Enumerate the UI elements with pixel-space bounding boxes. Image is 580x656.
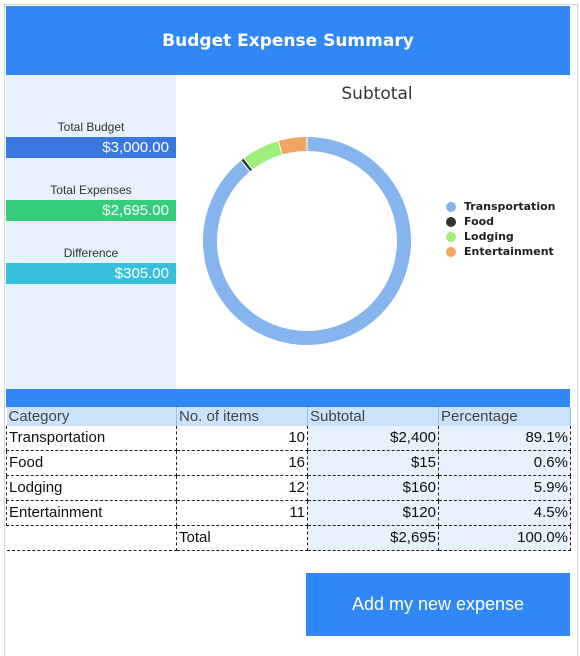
category-cell: Food — [6, 450, 177, 476]
category-cell: Entertainment — [6, 500, 177, 526]
table-row: Entertainment 11 $120 4.5% — [6, 500, 571, 526]
items-cell: 11 — [176, 500, 308, 526]
expense-table: Category No. of items Subtotal Percentag… — [6, 407, 571, 551]
items-cell: 10 — [176, 426, 308, 451]
category-cell: Lodging — [6, 475, 177, 501]
chart-title: Subtotal — [341, 84, 413, 104]
total-subtotal-cell: $2,695 — [307, 525, 439, 551]
difference-value: $305.00 — [6, 263, 176, 284]
total-expenses-label: Total Expenses — [50, 183, 132, 197]
donut-slice-transportation — [203, 137, 411, 345]
total-label-cell: Total — [176, 525, 308, 551]
legend-swatch — [446, 201, 456, 212]
legend-item-food: Food — [446, 214, 555, 229]
column-header-category: Category — [6, 407, 177, 426]
percentage-cell: 89.1% — [438, 426, 571, 451]
slice-separator — [243, 158, 253, 170]
slice-separator — [277, 140, 283, 155]
subtotal-cell: $120 — [307, 500, 439, 526]
legend-swatch — [446, 246, 456, 257]
total-budget-value: $3,000.00 — [6, 137, 176, 158]
items-cell: 16 — [176, 450, 308, 476]
total-expenses-value: $2,695.00 — [6, 200, 176, 221]
app-frame — [4, 4, 578, 656]
legend-item-lodging: Lodging — [446, 229, 555, 244]
slice-separator — [240, 160, 251, 172]
metrics-panel: Total Budget $3,000.00 Total Expenses $2… — [6, 75, 176, 389]
donut-slice-food — [240, 158, 253, 172]
total-budget-label: Total Budget — [57, 120, 125, 134]
percentage-cell: 0.6% — [438, 450, 571, 476]
subtotal-cell: $15 — [307, 450, 439, 476]
table-header-row: Category No. of items Subtotal Percentag… — [6, 407, 571, 426]
page-header: Budget Expense Summary — [6, 6, 570, 75]
column-header-items: No. of items — [176, 407, 308, 426]
column-header-subtotal: Subtotal — [307, 407, 439, 426]
items-cell: 12 — [176, 475, 308, 501]
legend-label: Food — [464, 215, 495, 228]
percentage-cell: 5.9% — [438, 475, 571, 501]
difference-label: Difference — [63, 246, 119, 260]
legend-item-transportation: Transportation — [446, 199, 555, 214]
table-total-row: Total $2,695 100.0% — [6, 525, 571, 551]
legend-swatch — [446, 231, 456, 242]
category-cell: Transportation — [6, 426, 177, 451]
donut-slice-entertainment — [278, 137, 308, 155]
table-header-bar — [6, 389, 570, 407]
donut-chart — [203, 137, 411, 345]
page-title: Budget Expense Summary — [162, 30, 414, 51]
legend-item-entertainment: Entertainment — [446, 244, 555, 259]
legend-label: Transportation — [464, 200, 556, 213]
legend-swatch — [446, 216, 456, 227]
chart-legend: Transportation Food Lodging Entertainment — [446, 199, 555, 259]
table-row: Food 16 $15 0.6% — [6, 450, 571, 476]
legend-label: Lodging — [464, 230, 514, 243]
total-blank-cell — [6, 525, 177, 551]
add-expense-button[interactable]: Add my new expense — [306, 573, 570, 636]
subtotal-cell: $160 — [307, 475, 439, 501]
total-percentage-cell: 100.0% — [438, 525, 571, 551]
legend-label: Entertainment — [464, 245, 554, 258]
table-row: Lodging 12 $160 5.9% — [6, 475, 571, 501]
subtotal-cell: $2,400 — [307, 426, 439, 451]
donut-slice-lodging — [243, 141, 283, 170]
table-row: Transportation 10 $2,400 89.1% — [6, 426, 571, 451]
subtotal-chart: Subtotal Transportation Food Lodging Entert… — [176, 75, 570, 389]
percentage-cell: 4.5% — [438, 500, 571, 526]
column-header-percentage: Percentage — [438, 407, 571, 426]
